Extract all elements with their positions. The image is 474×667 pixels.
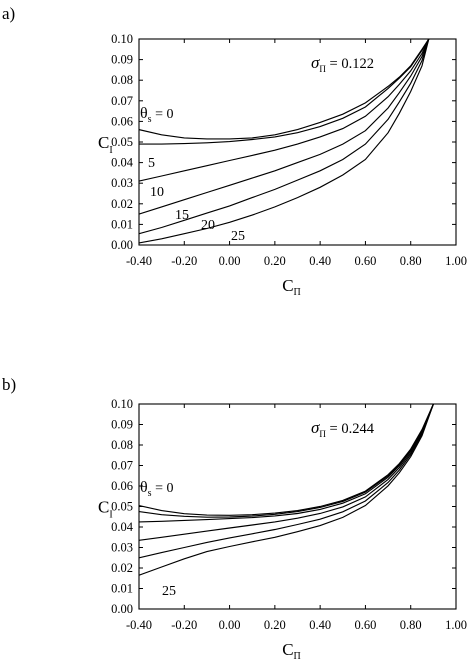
y-axis-label-sub: I	[109, 145, 112, 156]
chart-panel-b: b) 0.00 0.01 0.02 0.03 0.04 0.05 0.06 0.07 0.08 0.…	[2, 375, 467, 662]
sigma-symbol: σ	[311, 418, 320, 437]
series-line	[139, 404, 434, 541]
x-axis-label-main: C	[282, 640, 293, 659]
y-tick-label: 0.01	[111, 582, 133, 596]
theta-annotation: θs = 0	[140, 105, 173, 125]
sigma-annotation: σΠ = 0.244	[311, 418, 375, 439]
series-label: 5	[148, 156, 155, 171]
y-tick-label: 0.03	[111, 176, 133, 190]
x-axis-label-sub: Π	[294, 287, 301, 298]
x-tick-label: 0.60	[354, 254, 376, 268]
x-tick-label: 1.00	[445, 618, 467, 632]
y-tick-label: 0.09	[111, 53, 133, 67]
series-line	[139, 39, 430, 235]
y-tick-label: 0.00	[111, 602, 133, 616]
theta-subscript: s	[148, 114, 152, 125]
x-tick-label: 0.40	[309, 618, 331, 632]
x-tick-label: 0.20	[264, 618, 286, 632]
x-tick-label: -0.20	[171, 254, 197, 268]
series-line	[139, 39, 430, 215]
sigma-subscript: Π	[319, 429, 326, 439]
panel-label: a)	[2, 4, 15, 23]
chart-panel-a: a) 0.00 0.01 0.02 0.03 0.04 0.05 0.06 0.07 0.08 0.…	[2, 4, 467, 298]
x-tick-label: 0.80	[400, 618, 422, 632]
series-line	[139, 39, 430, 244]
x-tick-label: 0.40	[309, 254, 331, 268]
y-tick-label: 0.03	[111, 541, 133, 555]
y-tick-label: 0.10	[111, 397, 133, 411]
series-label: 10	[150, 185, 164, 200]
y-tick-label: 0.07	[111, 459, 133, 473]
x-axis-label: CΠ	[282, 640, 301, 662]
y-tick-label: 0.05	[111, 500, 133, 514]
curves-group	[139, 404, 434, 576]
series-label: 20	[201, 218, 215, 233]
sigma-subscript: Π	[319, 64, 326, 74]
curves-group	[139, 39, 430, 244]
series-label: 25	[162, 584, 176, 599]
y-tick-label: 0.04	[111, 520, 134, 534]
y-axis-label-main: C	[98, 498, 109, 517]
x-tick-label: 0.00	[219, 254, 241, 268]
y-tick-label: 0.10	[111, 32, 133, 46]
series-line	[139, 404, 434, 559]
y-tick-label: 0.06	[111, 479, 133, 493]
theta-annotation: θs = 0	[140, 479, 173, 499]
y-tick-label: 0.02	[111, 561, 133, 575]
series-line	[139, 39, 430, 145]
sigma-symbol: σ	[311, 53, 320, 72]
sigma-value: = 0.122	[326, 56, 374, 72]
sigma-value: = 0.244	[326, 421, 375, 437]
x-axis-label-main: C	[282, 276, 293, 295]
y-tick-label: 0.04	[111, 156, 134, 170]
x-tick-label: 1.00	[445, 254, 467, 268]
series-line	[139, 39, 430, 140]
y-tick-label: 0.08	[111, 438, 133, 452]
theta-value: = 0	[152, 107, 174, 122]
y-tick-label: 0.05	[111, 135, 133, 149]
x-axis-label: CΠ	[282, 276, 301, 298]
series-label: 15	[175, 208, 189, 223]
theta-subscript: s	[148, 488, 152, 499]
y-tick-label: 0.06	[111, 114, 133, 128]
series-line	[139, 404, 434, 516]
x-tick-label: 0.20	[264, 254, 286, 268]
y-tick-label: 0.00	[111, 238, 133, 252]
x-tick-label: -0.20	[171, 618, 197, 632]
series-line	[139, 404, 434, 518]
series-line	[139, 404, 434, 523]
y-tick-label: 0.07	[111, 94, 133, 108]
theta-symbol: θ	[140, 105, 148, 122]
y-tick-label: 0.02	[111, 197, 133, 211]
panel-label: b)	[2, 375, 16, 394]
x-tick-label: 0.60	[354, 618, 376, 632]
x-tick-label: -0.40	[126, 254, 152, 268]
series-label: 25	[231, 229, 245, 244]
y-axis-label: CI	[98, 133, 113, 156]
x-tick-label: -0.40	[126, 618, 152, 632]
x-tick-label: 0.80	[400, 254, 422, 268]
theta-value: = 0	[152, 481, 174, 496]
y-tick-label: 0.08	[111, 73, 133, 87]
theta-symbol: θ	[140, 479, 148, 496]
y-axis-label: CI	[98, 498, 113, 521]
sigma-annotation: σΠ = 0.122	[311, 53, 374, 74]
plot-frame	[138, 403, 457, 610]
x-tick-label: 0.00	[219, 618, 241, 632]
y-axis-label-main: C	[98, 133, 109, 152]
x-axis-label-sub: Π	[294, 651, 301, 662]
series-line	[139, 404, 434, 576]
y-tick-label: 0.09	[111, 418, 133, 432]
series-line	[139, 39, 430, 182]
y-axis-label-sub: I	[109, 510, 112, 521]
y-tick-label: 0.01	[111, 217, 133, 231]
